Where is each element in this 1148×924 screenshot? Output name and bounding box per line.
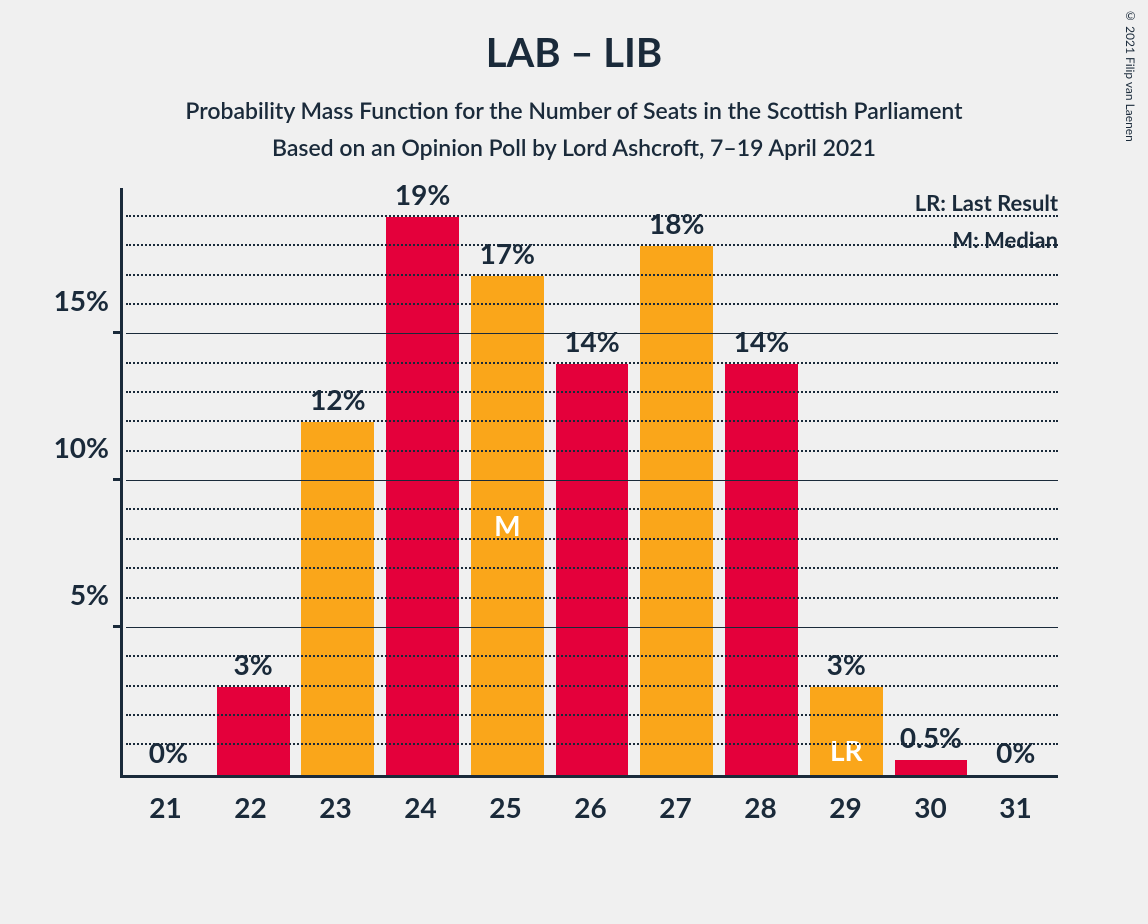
bar-value-label: 17%	[480, 236, 535, 270]
bar: 17%M	[471, 276, 544, 775]
bar: 3%	[217, 687, 290, 775]
gridline-minor	[126, 508, 1058, 510]
axes: 0%3%12%19%17%M14%18%14%3%LR0.5%0% 5%10%1…	[120, 188, 1058, 778]
y-tick-label: 10%	[54, 430, 109, 464]
subtitle-line-1: Probability Mass Function for the Number…	[60, 92, 1088, 129]
x-tick-label: 24	[378, 790, 463, 824]
gridline-major	[126, 333, 1058, 334]
bar: 19%	[386, 217, 459, 775]
bar-value-label: 18%	[649, 206, 704, 240]
bar-value-label: 0%	[996, 735, 1035, 769]
x-tick-label: 22	[208, 790, 293, 824]
bar-value-label: 3%	[827, 647, 866, 681]
gridline-minor	[126, 362, 1058, 364]
bar: 12%	[301, 422, 374, 774]
gridline-minor	[126, 714, 1058, 716]
gridline-major	[126, 480, 1058, 481]
gridline-minor	[126, 450, 1058, 452]
gridline-minor	[126, 391, 1058, 393]
x-tick-label: 26	[548, 790, 633, 824]
bar: 0.5%	[895, 760, 968, 775]
gridline-minor	[126, 420, 1058, 422]
gridline-minor	[126, 244, 1058, 246]
bar: 3%LR	[810, 687, 883, 775]
bar-value-label: 19%	[395, 177, 450, 211]
subtitle-line-2: Based on an Opinion Poll by Lord Ashcrof…	[60, 129, 1088, 166]
gridline-minor	[126, 538, 1058, 540]
x-tick-label: 31	[973, 790, 1058, 824]
x-tick-label: 30	[888, 790, 973, 824]
gridline-minor	[126, 303, 1058, 305]
chart-subtitle: Probability Mass Function for the Number…	[60, 92, 1088, 166]
gridline-minor	[126, 655, 1058, 657]
bar-value-label: 0%	[149, 735, 188, 769]
bar-value-label: 14%	[564, 324, 619, 358]
x-tick-label: 23	[293, 790, 378, 824]
gridline-minor	[126, 215, 1058, 217]
x-tick-label: 25	[463, 790, 548, 824]
gridline-major	[126, 627, 1058, 628]
bar-value-label: 0.5%	[900, 720, 962, 754]
chart-title: LAB – LIB	[60, 28, 1088, 76]
gridline-minor	[126, 567, 1058, 569]
gridline-minor	[126, 274, 1058, 276]
x-tick-label: 21	[123, 790, 208, 824]
y-tick-mark	[113, 625, 123, 628]
gridline-minor	[126, 743, 1058, 745]
bar-annotation: LR	[830, 733, 863, 767]
bar-value-label: 12%	[310, 382, 365, 416]
chart-container: LAB – LIB Probability Mass Function for …	[0, 0, 1148, 924]
x-tick-label: 27	[633, 790, 718, 824]
gridline-minor	[126, 685, 1058, 687]
copyright-text: © 2021 Filip van Laenen	[1123, 8, 1138, 142]
x-tick-label: 28	[718, 790, 803, 824]
bar-value-label: 14%	[734, 324, 789, 358]
x-tick-label: 29	[803, 790, 888, 824]
y-tick-label: 5%	[70, 577, 109, 611]
y-tick-label: 15%	[54, 283, 109, 317]
x-axis-labels: 2122232425262728293031	[123, 790, 1058, 824]
y-tick-mark	[113, 478, 123, 481]
plot-area: LR: Last Result M: Median 0%3%12%19%17%M…	[120, 188, 1058, 828]
y-tick-mark	[113, 331, 123, 334]
gridline-minor	[126, 597, 1058, 599]
bar-value-label: 3%	[234, 647, 273, 681]
